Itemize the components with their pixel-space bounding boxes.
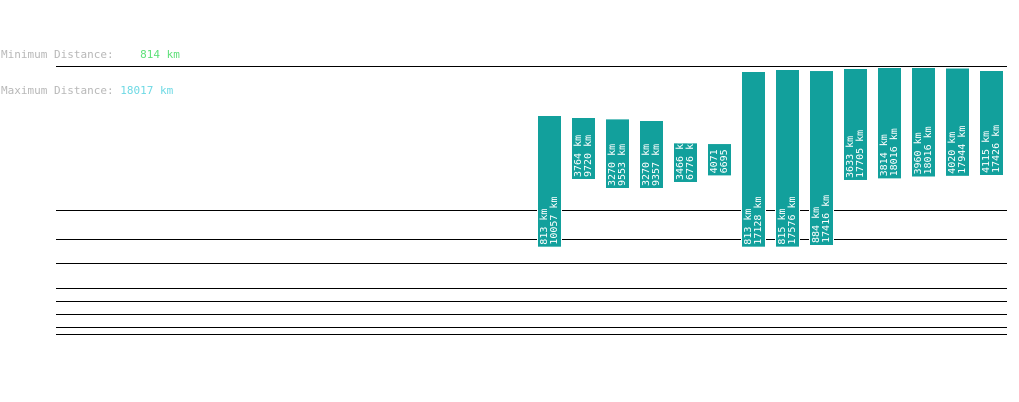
range-bar-rect [979,70,1004,176]
max-distance-label: Maximum Distance: [1,84,114,97]
range-bar-rect [707,143,732,177]
range-bar-rect [877,67,902,180]
range-bar-13: 4020 km 17944 km [945,67,970,177]
range-bar-11: 3814 km 18016 km [877,67,902,180]
bar-min-label: 813 km [539,209,550,245]
range-bar-7: 813 km 17128 km [741,71,766,248]
bar-max-label: 18016 km [889,128,900,176]
range-bar-5: 3466 km 6776 km [673,138,698,184]
min-distance-value: 814 km [140,48,180,61]
bar-min-label: 3270 km [607,144,618,186]
bar-min-label: 4115 km [981,131,992,173]
range-bar-rect [809,70,834,246]
bar-max-label: 6776 km [685,138,696,180]
bar-max-label: 17128 km [753,197,764,245]
range-bar-rect [741,71,766,248]
range-bar-1: 813 km 10057 km [537,115,562,248]
range-bar-2: 3764 km 9720 km [571,117,596,180]
bar-min-label: 3960 km [913,132,924,174]
bar-min-label: 4071 [709,149,720,173]
bar-max-label: 17576 km [787,196,798,244]
range-bar-rect [673,142,698,184]
bar-min-label: 3814 km [879,134,890,176]
bar-max-label: 9720 km [583,135,594,177]
range-bar-rect [843,68,868,181]
min-distance-row: Minimum Distance: 814 km [1,49,180,61]
bar-min-label: 3764 km [573,135,584,177]
bar-max-label: 10057 km [549,197,560,245]
bar-min-label: 884 km [811,207,822,243]
min-distance-label: Minimum Distance: [1,48,114,61]
range-bar-rect [945,67,970,177]
bar-max-label: 18016 km [923,126,934,174]
range-bar-9: 884 km 17416 km [809,70,834,246]
distance-stats: Minimum Distance: 814 km Maximum Distanc… [1,25,180,109]
range-bar-3: 3270 km 9553 km [605,118,630,189]
bar-min-label: 813 km [743,209,754,245]
bar-min-label: 3270 km [641,144,652,186]
bar-max-label: 9553 km [617,144,628,186]
bar-min-label: 815 km [777,209,788,245]
bar-max-label: 9357 km [651,144,662,186]
bar-max-label: 17705 km [855,130,866,178]
bar-max-label: 17416 km [821,195,832,243]
bar-max-label: 17426 km [991,125,1002,173]
bar-min-label: 3466 km [675,138,686,180]
range-bar-rect [571,117,596,180]
bar-max-label: 6695 [719,149,730,173]
range-bar-rect [775,69,800,248]
bar-min-label: 3633 km [845,136,856,178]
range-bar-8: 815 km 17576 km [775,69,800,248]
range-bar-6: 4071 6695 [707,143,732,177]
max-distance-row: Maximum Distance: 18017 km [1,85,180,97]
range-bar-10: 3633 km 17705 km [843,68,868,181]
range-bar-rect [605,118,630,189]
bar-max-label: 17944 km [957,126,968,174]
range-bar-rect [537,115,562,248]
range-bar-4: 3270 km 9357 km [639,120,664,189]
max-distance-value: 18017 km [120,84,174,97]
range-bar-12: 3960 km 18016 km [911,67,936,178]
horizontal-gridlines [56,66,1007,335]
range-bar-14: 4115 km 17426 km [979,70,1004,176]
bar-min-label: 4020 km [947,132,958,174]
range-bar-rect [911,67,936,178]
range-bar-rect [639,120,664,189]
